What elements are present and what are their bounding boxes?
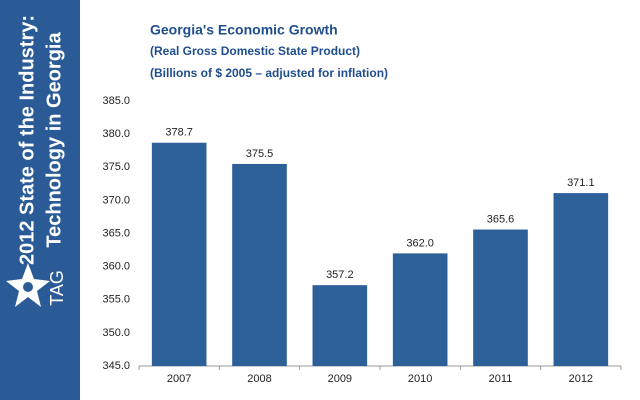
bar	[151, 142, 207, 366]
y-tick-label: 345.0	[102, 360, 130, 372]
value-label: 362.0	[406, 237, 434, 249]
y-tick-label: 350.0	[102, 327, 130, 339]
x-tick-label: 2011	[489, 373, 513, 385]
sidebar-title: 2012 State of the Industry:	[16, 15, 38, 265]
logo-icon	[6, 263, 50, 307]
y-tick-label: 365.0	[102, 227, 130, 239]
bar	[392, 253, 448, 366]
x-tick-label: 2008	[247, 373, 271, 385]
sidebar	[0, 0, 80, 400]
y-tick-label: 355.0	[102, 294, 130, 306]
logo-text: TAG	[47, 270, 67, 306]
chart-subtitle: (Billions of $ 2005 – adjusted for infla…	[150, 66, 388, 80]
bar	[232, 163, 287, 366]
bar	[312, 285, 368, 366]
y-tick-label: 360.0	[102, 261, 130, 273]
value-label: 357.2	[326, 269, 354, 281]
y-tick-label: 385.0	[102, 95, 130, 107]
value-label: 375.5	[246, 148, 274, 160]
bar	[473, 229, 528, 366]
x-tick-label: 2010	[408, 373, 432, 385]
logo-hole	[23, 282, 33, 292]
x-tick-label: 2009	[328, 373, 352, 385]
bar	[553, 193, 609, 366]
chart-title: Georgia's Economic Growth	[150, 22, 338, 38]
y-tick-label: 380.0	[102, 128, 130, 140]
value-label: 365.6	[487, 213, 515, 225]
y-tick-label: 375.0	[102, 161, 130, 173]
chart-subtitle: (Real Gross Domestic State Product)	[150, 44, 360, 58]
value-label: 371.1	[567, 177, 595, 189]
x-tick-label: 2012	[569, 373, 593, 385]
y-tick-label: 370.0	[102, 194, 130, 206]
x-tick-label: 2007	[167, 373, 191, 385]
sidebar-title: Technology in Georgia	[43, 32, 65, 248]
value-label: 378.7	[165, 127, 193, 139]
